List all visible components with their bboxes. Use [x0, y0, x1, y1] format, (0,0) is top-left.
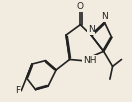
Text: NH: NH	[83, 56, 96, 65]
Text: N: N	[88, 25, 95, 34]
Text: O: O	[77, 2, 84, 11]
Text: F: F	[15, 86, 20, 95]
Text: N: N	[101, 12, 108, 21]
